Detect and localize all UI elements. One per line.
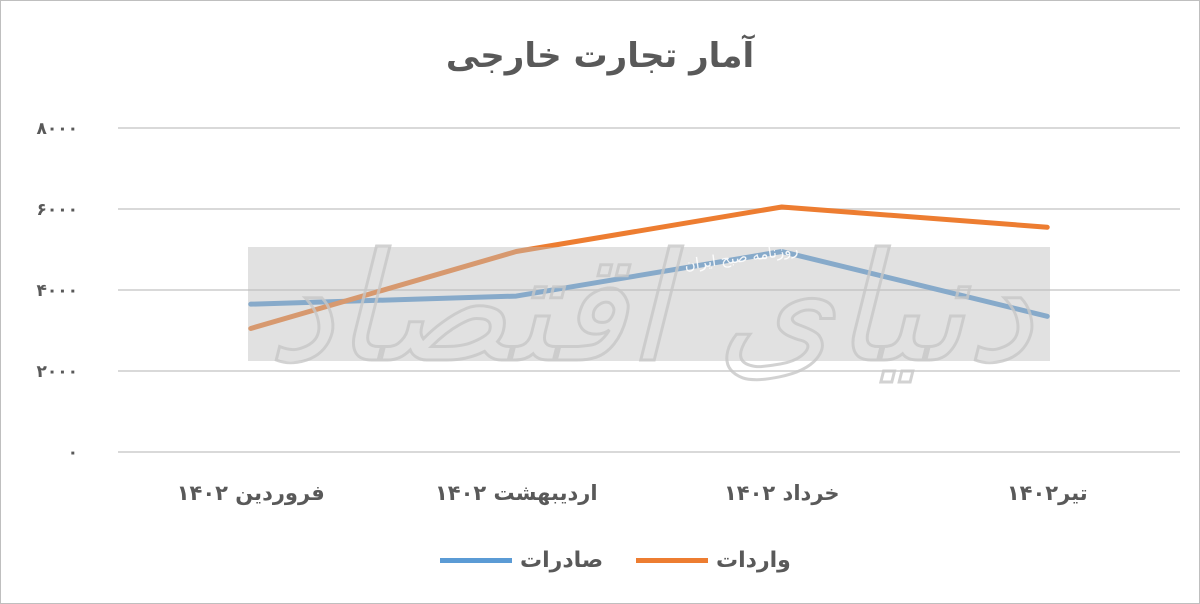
y-tick-label: ۰: [68, 443, 78, 463]
x-tick-label: تیر۱۴۰۲: [1007, 481, 1088, 505]
y-tick-labels: ۰ ۲۰۰۰ ۴۰۰۰ ۶۰۰۰ ۸۰۰۰: [36, 119, 78, 463]
x-tick-label: فروردین ۱۴۰۲: [177, 481, 325, 505]
legend-swatch: [440, 557, 512, 563]
legend-label: صادرات: [520, 547, 604, 573]
legend-item: صادرات: [440, 540, 603, 580]
legend-item: واردات: [636, 540, 791, 580]
y-tick-label: ۸۰۰۰: [36, 119, 78, 139]
series-lines: [248, 204, 1050, 331]
series-line-2: [248, 204, 1050, 331]
y-tick-label: ۶۰۰۰: [36, 200, 78, 220]
legend-swatch: [636, 557, 708, 563]
y-tick-label: ۲۰۰۰: [36, 362, 78, 382]
x-tick-labels: فروردین ۱۴۰۲ اردیبهشت ۱۴۰۲ خرداد ۱۴۰۲ تیر۱۴…: [177, 481, 1088, 505]
series-line-1: [248, 249, 1050, 319]
legend-label: واردات: [716, 547, 791, 573]
x-tick-label: خرداد ۱۴۰۲: [724, 481, 840, 505]
chart-title: آمار تجارت خارجی: [445, 36, 755, 76]
x-tick-label: اردیبهشت ۱۴۰۲: [435, 481, 598, 505]
legend: صادرات واردات: [0, 540, 1200, 580]
grid-lines: [118, 127, 1180, 453]
y-tick-label: ۴۰۰۰: [36, 281, 78, 301]
